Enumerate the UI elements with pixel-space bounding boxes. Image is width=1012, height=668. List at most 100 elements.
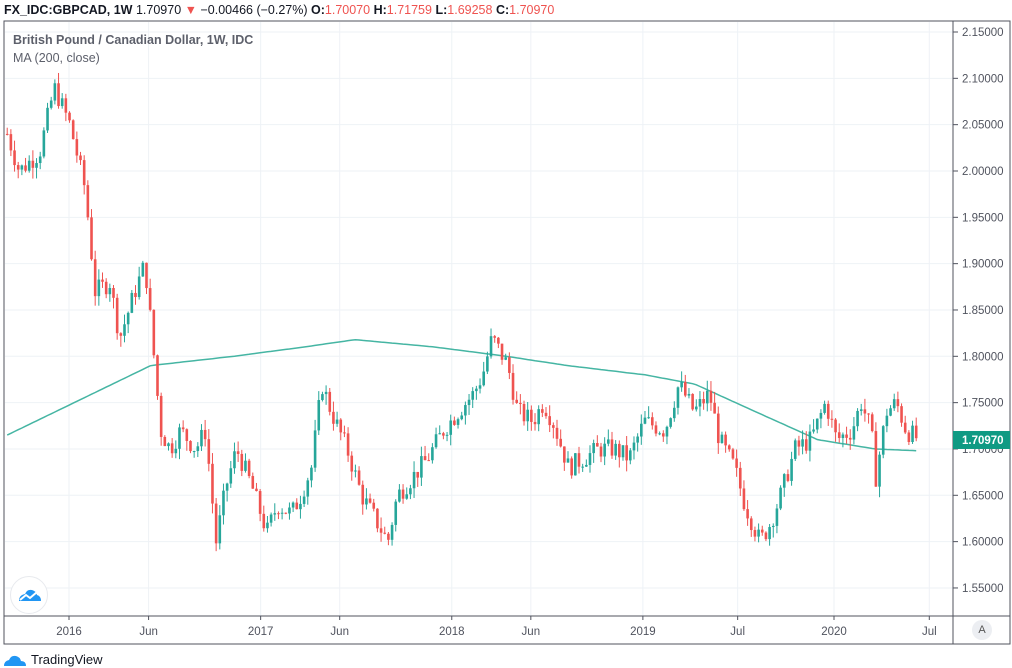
candle	[68, 111, 71, 123]
candle-body	[892, 399, 896, 409]
candle	[284, 512, 288, 515]
candle	[387, 532, 390, 546]
candle-body	[738, 467, 742, 489]
candle-body	[585, 464, 588, 467]
candle-body	[280, 512, 284, 514]
candle-body	[60, 98, 64, 107]
chart-legend: British Pound / Canadian Dollar, 1W, IDC…	[13, 31, 253, 67]
x-tick-label: Jul	[922, 626, 937, 638]
candle	[192, 450, 196, 458]
candle-body	[126, 312, 130, 325]
candle	[445, 431, 449, 442]
candle-body	[621, 445, 625, 458]
candle-body	[317, 400, 321, 431]
candle-body	[240, 453, 244, 471]
candle-body	[636, 436, 639, 443]
candle	[354, 464, 357, 478]
candle-body	[544, 412, 548, 417]
candle	[493, 335, 496, 343]
candle	[420, 446, 423, 486]
tradingview-logo-button[interactable]	[10, 576, 48, 614]
candle	[368, 493, 372, 504]
candle-body	[610, 439, 614, 456]
y-tick-label: 2.05000	[962, 120, 1004, 132]
candle	[203, 419, 207, 447]
candle	[914, 417, 918, 442]
candle-body	[548, 416, 551, 426]
candle	[145, 262, 148, 295]
y-tick-label: 1.90000	[962, 259, 1004, 271]
candle	[211, 453, 214, 514]
grid	[5, 22, 953, 616]
candle	[383, 526, 387, 535]
candle-body	[808, 431, 812, 451]
candle-body	[870, 414, 874, 432]
candle	[350, 451, 354, 481]
candle	[640, 414, 643, 445]
candle	[680, 371, 683, 392]
candle	[577, 446, 581, 474]
footer-brand[interactable]: TradingView	[3, 652, 103, 667]
candle-body	[346, 433, 350, 456]
candle-body	[302, 496, 306, 504]
candle	[394, 499, 398, 532]
candle-body	[412, 471, 416, 489]
candle-body	[867, 413, 870, 415]
candle-body	[830, 418, 834, 420]
candle-body	[49, 100, 53, 108]
candle	[291, 501, 295, 513]
candle	[346, 427, 350, 462]
candle	[683, 374, 687, 398]
candle	[361, 480, 365, 515]
candle-body	[746, 509, 749, 519]
candle-body	[306, 480, 310, 497]
candle	[610, 431, 614, 459]
candle-body	[324, 391, 328, 395]
candle	[768, 524, 771, 546]
candle-body	[236, 451, 240, 454]
candle-body	[251, 476, 255, 489]
candle-body	[119, 333, 123, 336]
candle	[317, 391, 321, 436]
candle	[478, 378, 482, 394]
candle	[815, 418, 819, 434]
candle-body	[145, 262, 148, 289]
candle	[343, 425, 346, 438]
candle-body	[577, 453, 581, 467]
candle-body	[42, 130, 46, 157]
candle-body	[394, 501, 398, 525]
candle	[313, 419, 317, 472]
candle-body	[368, 498, 372, 503]
indicator-label[interactable]: MA (200, close)	[13, 51, 100, 65]
candle	[123, 314, 126, 343]
candle-body	[372, 502, 376, 509]
candle	[651, 412, 654, 430]
candle-body	[705, 390, 709, 404]
candle-body	[460, 415, 464, 420]
candle	[306, 477, 310, 505]
candle-body	[629, 450, 632, 461]
candle-body	[519, 402, 522, 405]
candle-body	[541, 409, 544, 413]
candle	[687, 388, 691, 399]
candle	[764, 531, 768, 542]
candle-body	[445, 434, 449, 436]
candle-body	[471, 391, 475, 400]
candle-body	[20, 165, 24, 170]
candle-body	[258, 491, 262, 514]
candle	[746, 500, 749, 526]
candle-body	[694, 406, 698, 410]
candle-body	[310, 467, 313, 481]
auto-scale-button[interactable]: A	[972, 620, 992, 640]
high-value: 1.71759	[386, 3, 432, 17]
candle	[775, 503, 779, 534]
candle	[801, 430, 804, 455]
candle-body	[625, 445, 628, 461]
candle-body	[812, 429, 815, 432]
candle	[214, 498, 218, 552]
candle	[647, 406, 650, 419]
candle	[401, 484, 405, 504]
candle	[365, 488, 368, 510]
candle-body	[478, 385, 482, 389]
